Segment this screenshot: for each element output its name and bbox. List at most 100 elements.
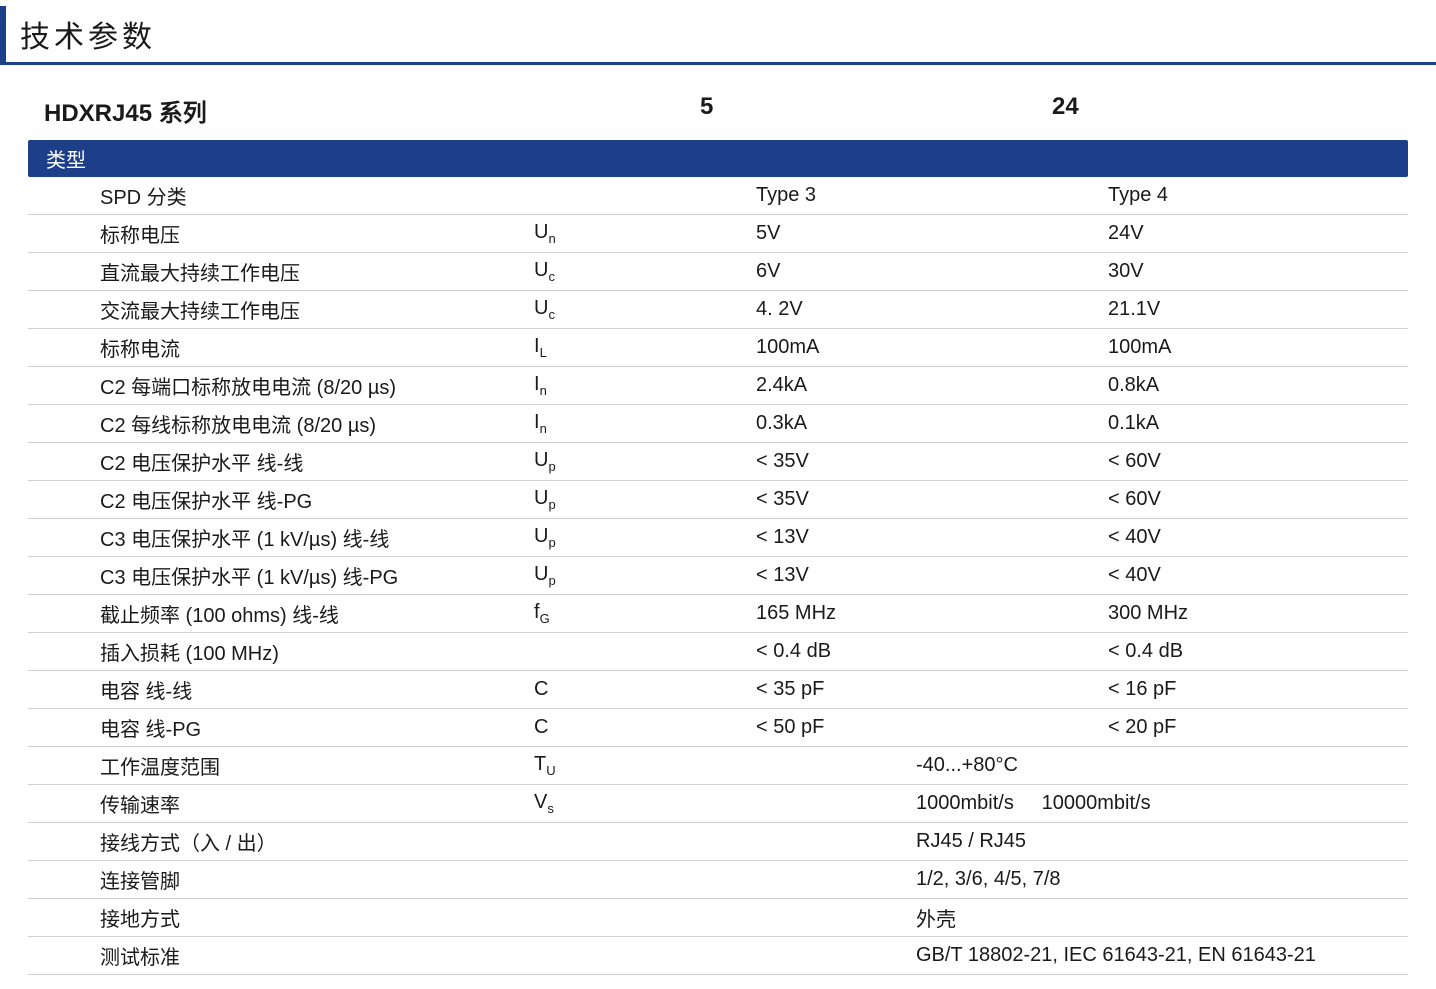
row-label: C2 每端口标称放电电流 (8/20 µs) (100, 371, 534, 400)
row-value-a: 6V (756, 260, 1108, 283)
row-label: 截止频率 (100 ohms) 线-线 (100, 599, 534, 628)
row-value-b: < 40V (1108, 564, 1408, 587)
table-row: C2 电压保护水平 线-PGUp< 35V< 60V (28, 481, 1408, 519)
row-value-a: 2.4kA (756, 374, 1108, 397)
row-value-b: < 40V (1108, 526, 1408, 549)
row-symbol: Up (534, 449, 756, 474)
row-label: C3 电压保护水平 (1 kV/µs) 线-PG (100, 561, 534, 590)
row-value-a: Type 3 (756, 184, 1108, 207)
page-title-bar: 技术参数 (0, 6, 1436, 65)
row-label: 标称电压 (100, 219, 534, 248)
row-value-b: < 60V (1108, 450, 1408, 473)
row-value-b: 24V (1108, 222, 1408, 245)
row-value-a: < 35V (756, 450, 1108, 473)
row-merged-value: -40...+80°C (756, 754, 1408, 777)
row-symbol: In (534, 411, 756, 436)
row-label: C2 每线标称放电电流 (8/20 µs) (100, 409, 534, 438)
row-value-b: 100mA (1108, 336, 1408, 359)
table-row: 工作温度范围TU-40...+80°C (28, 747, 1408, 785)
row-value-a: 100mA (756, 336, 1108, 359)
row-label: SPD 分类 (100, 181, 534, 210)
table-row: 电容 线-PGC< 50 pF< 20 pF (28, 709, 1408, 747)
row-value-a: 5V (756, 222, 1108, 245)
row-value-a: < 13V (756, 526, 1108, 549)
row-symbol: C (534, 678, 756, 701)
row-label: 直流最大持续工作电压 (100, 257, 534, 286)
table-row: C3 电压保护水平 (1 kV/µs) 线-PGUp< 13V< 40V (28, 557, 1408, 595)
table-row: 传输速率Vs1000mbit/s 10000mbit/s (28, 785, 1408, 823)
row-symbol: fG (534, 601, 756, 626)
row-value-a: < 13V (756, 564, 1108, 587)
row-merged-value: GB/T 18802-21, IEC 61643-21, EN 61643-21 (756, 944, 1408, 967)
row-label: 工作温度范围 (100, 751, 534, 780)
table-row: C3 电压保护水平 (1 kV/µs) 线-线Up< 13V< 40V (28, 519, 1408, 557)
row-label: 电容 线-线 (100, 675, 534, 704)
row-symbol: IL (534, 335, 756, 360)
row-merged-value: RJ45 / RJ45 (756, 830, 1408, 853)
row-value-a: 165 MHz (756, 602, 1108, 625)
row-value-b: 0.8kA (1108, 374, 1408, 397)
table-row: 标称电流IL100mA100mA (28, 329, 1408, 367)
row-symbol: Up (534, 563, 756, 588)
section-label: 类型 (46, 150, 86, 172)
row-value-b: < 16 pF (1108, 678, 1408, 701)
table-row: 接地方式 外壳 (28, 899, 1408, 937)
table-row: 电容 线-线C< 35 pF< 16 pF (28, 671, 1408, 709)
row-label: 标称电流 (100, 333, 534, 362)
row-symbol: Uc (534, 259, 756, 284)
row-label: 测试标准 (100, 941, 534, 970)
page-title: 技术参数 (20, 21, 156, 54)
spec-sheet: 技术参数 HDXRJ45 系列 5 24 类型 SPD 分类 Type 3Type… (0, 6, 1436, 989)
table-row: 截止频率 (100 ohms) 线-线fG165 MHz300 MHz (28, 595, 1408, 633)
row-symbol: Uc (534, 297, 756, 322)
row-symbol: In (534, 373, 756, 398)
row-label: 连接管脚 (100, 865, 534, 894)
table-row: 直流最大持续工作电压Uc6V30V (28, 253, 1408, 291)
row-value-b: 30V (1108, 260, 1408, 283)
row-value-b: 0.1kA (1108, 412, 1408, 435)
row-value-a: < 0.4 dB (756, 640, 1108, 663)
row-value-b: 300 MHz (1108, 602, 1408, 625)
header-col-b: 24 (1052, 93, 1436, 128)
row-merged-value: 1000mbit/s 10000mbit/s (756, 792, 1408, 815)
row-symbol: Un (534, 221, 756, 246)
row-value-a: < 35V (756, 488, 1108, 511)
table-row: C2 每端口标称放电电流 (8/20 µs)In2.4kA0.8kA (28, 367, 1408, 405)
table-row: SPD 分类 Type 3Type 4 (28, 177, 1408, 215)
row-merged-value: 1/2, 3/6, 4/5, 7/8 (756, 868, 1408, 891)
row-label: 交流最大持续工作电压 (100, 295, 534, 324)
table-row: C2 电压保护水平 线-线Up< 35V< 60V (28, 443, 1408, 481)
table-row: 测试标准 GB/T 18802-21, IEC 61643-21, EN 6164… (28, 937, 1408, 975)
row-symbol: TU (534, 753, 756, 778)
row-value-a: 0.3kA (756, 412, 1108, 435)
row-value-b: 21.1V (1108, 298, 1408, 321)
table-row: C2 每线标称放电电流 (8/20 µs)In0.3kA0.1kA (28, 405, 1408, 443)
series-label: HDXRJ45 系列 (44, 93, 478, 128)
header-col-a: 5 (700, 93, 1052, 128)
table-row: 连接管脚 1/2, 3/6, 4/5, 7/8 (28, 861, 1408, 899)
row-value-a: 4. 2V (756, 298, 1108, 321)
row-value-b: < 0.4 dB (1108, 640, 1408, 663)
row-label: 插入损耗 (100 MHz) (100, 637, 534, 666)
table-row: 插入损耗 (100 MHz) < 0.4 dB< 0.4 dB (28, 633, 1408, 671)
row-label: 传输速率 (100, 789, 534, 818)
row-label: C3 电压保护水平 (1 kV/µs) 线-线 (100, 523, 534, 552)
spec-table: SPD 分类Type 3Type 4标称电压Un5V24V直流最大持续工作电压U… (0, 177, 1436, 989)
row-value-a: < 35 pF (756, 678, 1108, 701)
row-label: C2 电压保护水平 线-线 (100, 447, 534, 476)
row-label: 接地方式 (100, 903, 534, 932)
table-header-row: HDXRJ45 系列 5 24 (0, 83, 1436, 140)
table-row: 接线方式（入 / 出） RJ45 / RJ45 (28, 823, 1408, 861)
row-symbol: Up (534, 487, 756, 512)
header-symbol-spacer (478, 93, 700, 128)
row-merged-value: 外壳 (756, 903, 1408, 932)
row-label: 接线方式（入 / 出） (100, 827, 534, 856)
row-value-a: < 50 pF (756, 716, 1108, 739)
row-label: C2 电压保护水平 线-PG (100, 485, 534, 514)
row-symbol: C (534, 716, 756, 739)
row-value-b: Type 4 (1108, 184, 1408, 207)
row-value-b: < 20 pF (1108, 716, 1408, 739)
table-row: 交流最大持续工作电压Uc4. 2V21.1V (28, 291, 1408, 329)
section-bar: 类型 (28, 140, 1408, 177)
table-row: 标称电压Un5V24V (28, 215, 1408, 253)
